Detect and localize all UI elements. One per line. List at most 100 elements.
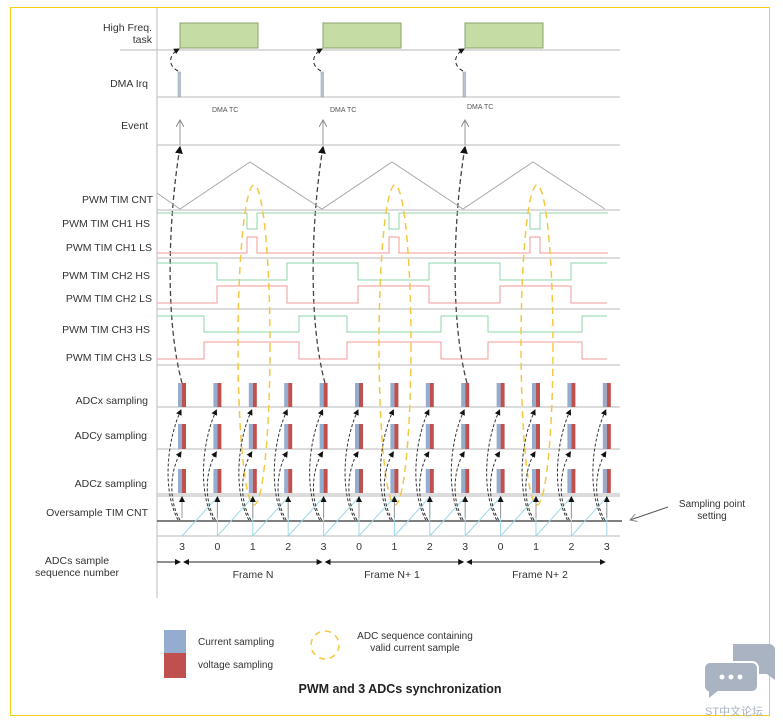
ch2-hs-wave bbox=[157, 262, 607, 281]
voltage-sample-bar bbox=[500, 469, 505, 493]
dma-irq-pulse bbox=[320, 71, 324, 98]
voltage-sample-bar bbox=[465, 469, 470, 493]
sequence-number: 3 bbox=[462, 541, 469, 553]
legend-current-swatch bbox=[164, 630, 186, 653]
current-sample-bar bbox=[532, 469, 536, 493]
label-oversample: Oversample TIM CNT bbox=[46, 507, 148, 519]
current-sample-bar bbox=[355, 424, 359, 449]
dma-irq-pulse bbox=[462, 71, 466, 98]
adcx-trigger-arrow bbox=[344, 409, 359, 521]
voltage-sample-bar bbox=[288, 469, 293, 493]
voltage-sample-bar bbox=[182, 469, 186, 493]
oversample-sawtooth bbox=[429, 495, 466, 537]
legend-voltage-label: voltage sampling bbox=[198, 660, 274, 671]
current-sample-bar bbox=[390, 383, 395, 407]
current-sample-bar bbox=[178, 424, 182, 449]
voltage-sample-bar bbox=[252, 469, 257, 493]
watermark-dot bbox=[728, 674, 734, 680]
oversample-sawtooth bbox=[323, 495, 360, 537]
current-sample-bar bbox=[319, 424, 324, 449]
oversample-sawtooth bbox=[571, 495, 608, 537]
current-sample-bar bbox=[425, 383, 430, 407]
adcx-trigger-arrow bbox=[556, 409, 572, 521]
label-event: Event bbox=[121, 120, 148, 132]
voltage-sample-bar bbox=[359, 424, 363, 449]
current-sample-bar bbox=[284, 383, 289, 407]
current-sample-bar bbox=[284, 469, 289, 493]
voltage-sample-bar bbox=[217, 424, 222, 449]
adcx-trigger-arrow bbox=[450, 409, 465, 521]
voltage-sample-bar bbox=[606, 424, 611, 449]
frame-label-n2: Frame N+ 2 bbox=[512, 569, 568, 581]
sequence-number: 1 bbox=[249, 541, 256, 553]
voltage-sample-bar bbox=[536, 469, 540, 493]
sequence-number: 1 bbox=[533, 541, 539, 553]
voltage-sample-bar bbox=[571, 383, 576, 407]
current-sample-bar bbox=[461, 469, 466, 493]
current-sample-bar bbox=[178, 383, 182, 407]
voltage-sample-bar bbox=[536, 424, 540, 449]
oversample-sawtooth bbox=[252, 495, 289, 537]
diagram-title: PWM and 3 ADCs synchronization bbox=[298, 682, 502, 696]
legend-current-label: Current sampling bbox=[198, 637, 275, 648]
voltage-sample-bar bbox=[465, 424, 470, 449]
oversample-sawtooth bbox=[394, 495, 431, 537]
watermark-dot bbox=[737, 674, 743, 680]
label-adcz: ADCz sampling bbox=[74, 478, 147, 490]
sequence-number: 0 bbox=[214, 541, 221, 553]
voltage-sample-bar bbox=[465, 383, 470, 407]
voltage-sample-bar bbox=[429, 383, 434, 407]
label-ch1-hs: PWM TIM CH1 HS bbox=[62, 218, 150, 230]
watermark-bubble-icon bbox=[703, 661, 759, 703]
adc-to-event-arrow bbox=[169, 145, 183, 384]
valid-sequence-ellipse bbox=[237, 184, 271, 506]
oversample-sawtooth bbox=[535, 495, 572, 537]
current-sample-bar bbox=[567, 424, 572, 449]
sequence-number: 2 bbox=[285, 541, 292, 553]
high-freq-task-box bbox=[179, 22, 259, 49]
label-pwm-cnt: PWM TIM CNT bbox=[82, 194, 153, 206]
diagram-border bbox=[10, 7, 770, 716]
oversample-sawtooth bbox=[500, 495, 537, 537]
adcy-trigger-arrow bbox=[525, 451, 536, 521]
current-sample-bar bbox=[602, 424, 607, 449]
current-sample-bar bbox=[461, 424, 466, 449]
label-dma-irq: DMA Irq bbox=[110, 78, 148, 90]
current-sample-bar bbox=[213, 383, 218, 407]
voltage-sample-bar bbox=[323, 383, 328, 407]
frame-label-n1: Frame N+ 1 bbox=[364, 569, 420, 581]
current-sample-bar bbox=[602, 469, 607, 493]
current-sample-bar bbox=[567, 383, 572, 407]
valid-sequence-ellipse bbox=[378, 184, 412, 506]
adcx-trigger-arrow bbox=[167, 409, 182, 521]
adcx-trigger-arrow bbox=[238, 409, 253, 521]
event-label-2: DMA TC bbox=[330, 107, 357, 114]
ch1-hs-wave bbox=[157, 212, 608, 230]
label-ch1-ls: PWM TIM CH1 LS bbox=[65, 242, 152, 254]
ch1-ls-wave bbox=[157, 236, 608, 254]
adcy-trigger-arrow bbox=[171, 451, 182, 521]
legend-valid-label: ADC sequence containing valid current sa… bbox=[357, 631, 473, 654]
voltage-sample-bar bbox=[536, 383, 540, 407]
voltage-sample-bar bbox=[606, 383, 611, 407]
dma-to-task-arrow bbox=[170, 48, 180, 72]
sampling-point-label: Sampling point setting bbox=[678, 499, 746, 522]
adcx-trigger-arrow bbox=[202, 409, 218, 521]
voltage-sample-bar bbox=[500, 383, 505, 407]
oversample-sawtooth bbox=[358, 495, 395, 537]
current-sample-bar bbox=[532, 424, 536, 449]
oversample-sawtooth bbox=[287, 495, 325, 537]
voltage-sample-bar bbox=[606, 469, 611, 493]
pwm-cnt-wave bbox=[156, 161, 606, 210]
adcy-trigger-arrow bbox=[277, 451, 288, 521]
adcy-trigger-arrow bbox=[489, 451, 501, 521]
voltage-sample-bar bbox=[571, 469, 576, 493]
current-sample-bar bbox=[461, 383, 466, 407]
current-sample-bar bbox=[425, 469, 430, 493]
label-adcy: ADCy sampling bbox=[74, 430, 147, 442]
ch3-hs-wave bbox=[157, 315, 607, 333]
ch2-ls-wave bbox=[157, 285, 607, 304]
adcy-trigger-arrow bbox=[242, 451, 253, 521]
event-label-3: DMA TC bbox=[467, 104, 494, 111]
